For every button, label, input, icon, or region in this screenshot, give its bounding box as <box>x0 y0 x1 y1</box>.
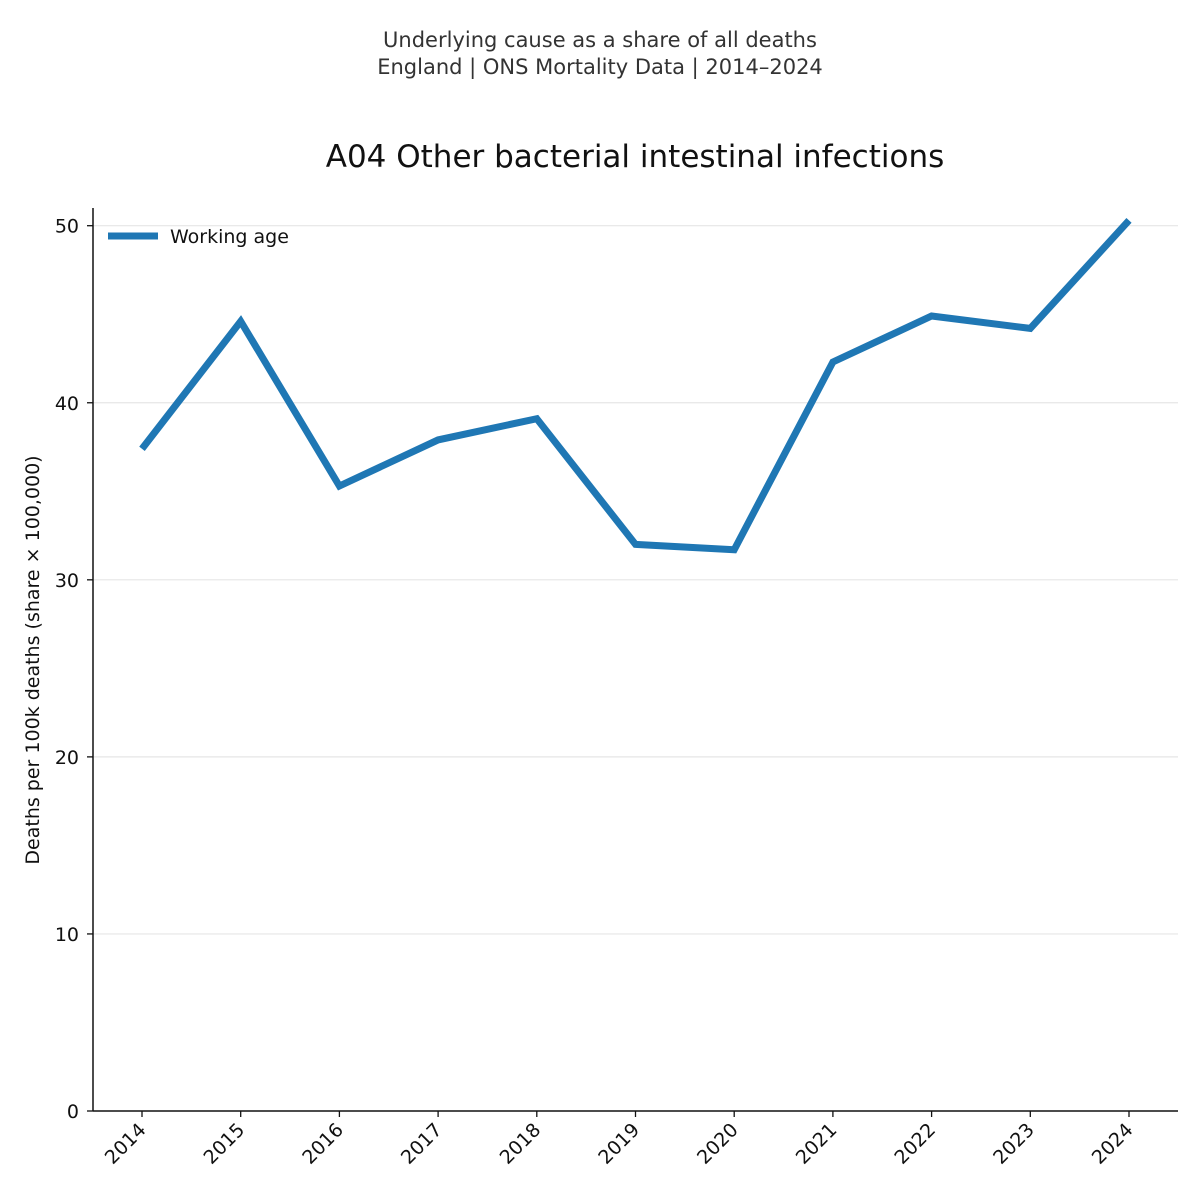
legend-label-working-age: Working age <box>170 226 289 248</box>
x-tick-label-2023: 2023 <box>989 1119 1039 1169</box>
chart-suptitle-line1: Underlying cause as a share of all death… <box>383 28 817 52</box>
y-tick-label-50: 50 <box>55 216 79 238</box>
chart-suptitle-line2: England | ONS Mortality Data | 2014–2024 <box>377 55 823 80</box>
x-tick-label-2019: 2019 <box>594 1119 644 1169</box>
y-tick-label-20: 20 <box>55 747 79 769</box>
series-line-working-age <box>139 218 1132 554</box>
x-tick-label-2015: 2015 <box>199 1119 249 1169</box>
x-tick-label-2022: 2022 <box>890 1119 940 1169</box>
gridlines <box>93 225 1178 935</box>
x-tick-label-2017: 2017 <box>397 1119 447 1169</box>
x-tick-label-2016: 2016 <box>298 1119 348 1169</box>
y-tick-label-40: 40 <box>55 393 79 415</box>
x-ticks: 2014 2015 2016 2017 2018 2019 2020 2021 2022 2023… <box>101 1111 1138 1169</box>
y-tick-label-30: 30 <box>55 570 79 592</box>
y-ticks: 0 10 20 30 40 50 <box>55 216 93 1123</box>
chart-title: A04 Other bacterial intestinal infection… <box>326 139 945 175</box>
x-tick-label-2021: 2021 <box>792 1119 842 1169</box>
y-axis-label: Deaths per 100k deaths (share × 100,000) <box>22 455 44 864</box>
x-tick-label-2018: 2018 <box>496 1119 546 1169</box>
y-tick-label-10: 10 <box>55 924 79 946</box>
legend: Working age <box>108 226 289 248</box>
x-tick-label-2024: 2024 <box>1088 1119 1138 1169</box>
x-tick-label-2014: 2014 <box>101 1119 151 1169</box>
x-tick-label-2020: 2020 <box>693 1119 743 1169</box>
series-lines <box>139 218 1132 554</box>
y-tick-label-0: 0 <box>67 1101 79 1123</box>
